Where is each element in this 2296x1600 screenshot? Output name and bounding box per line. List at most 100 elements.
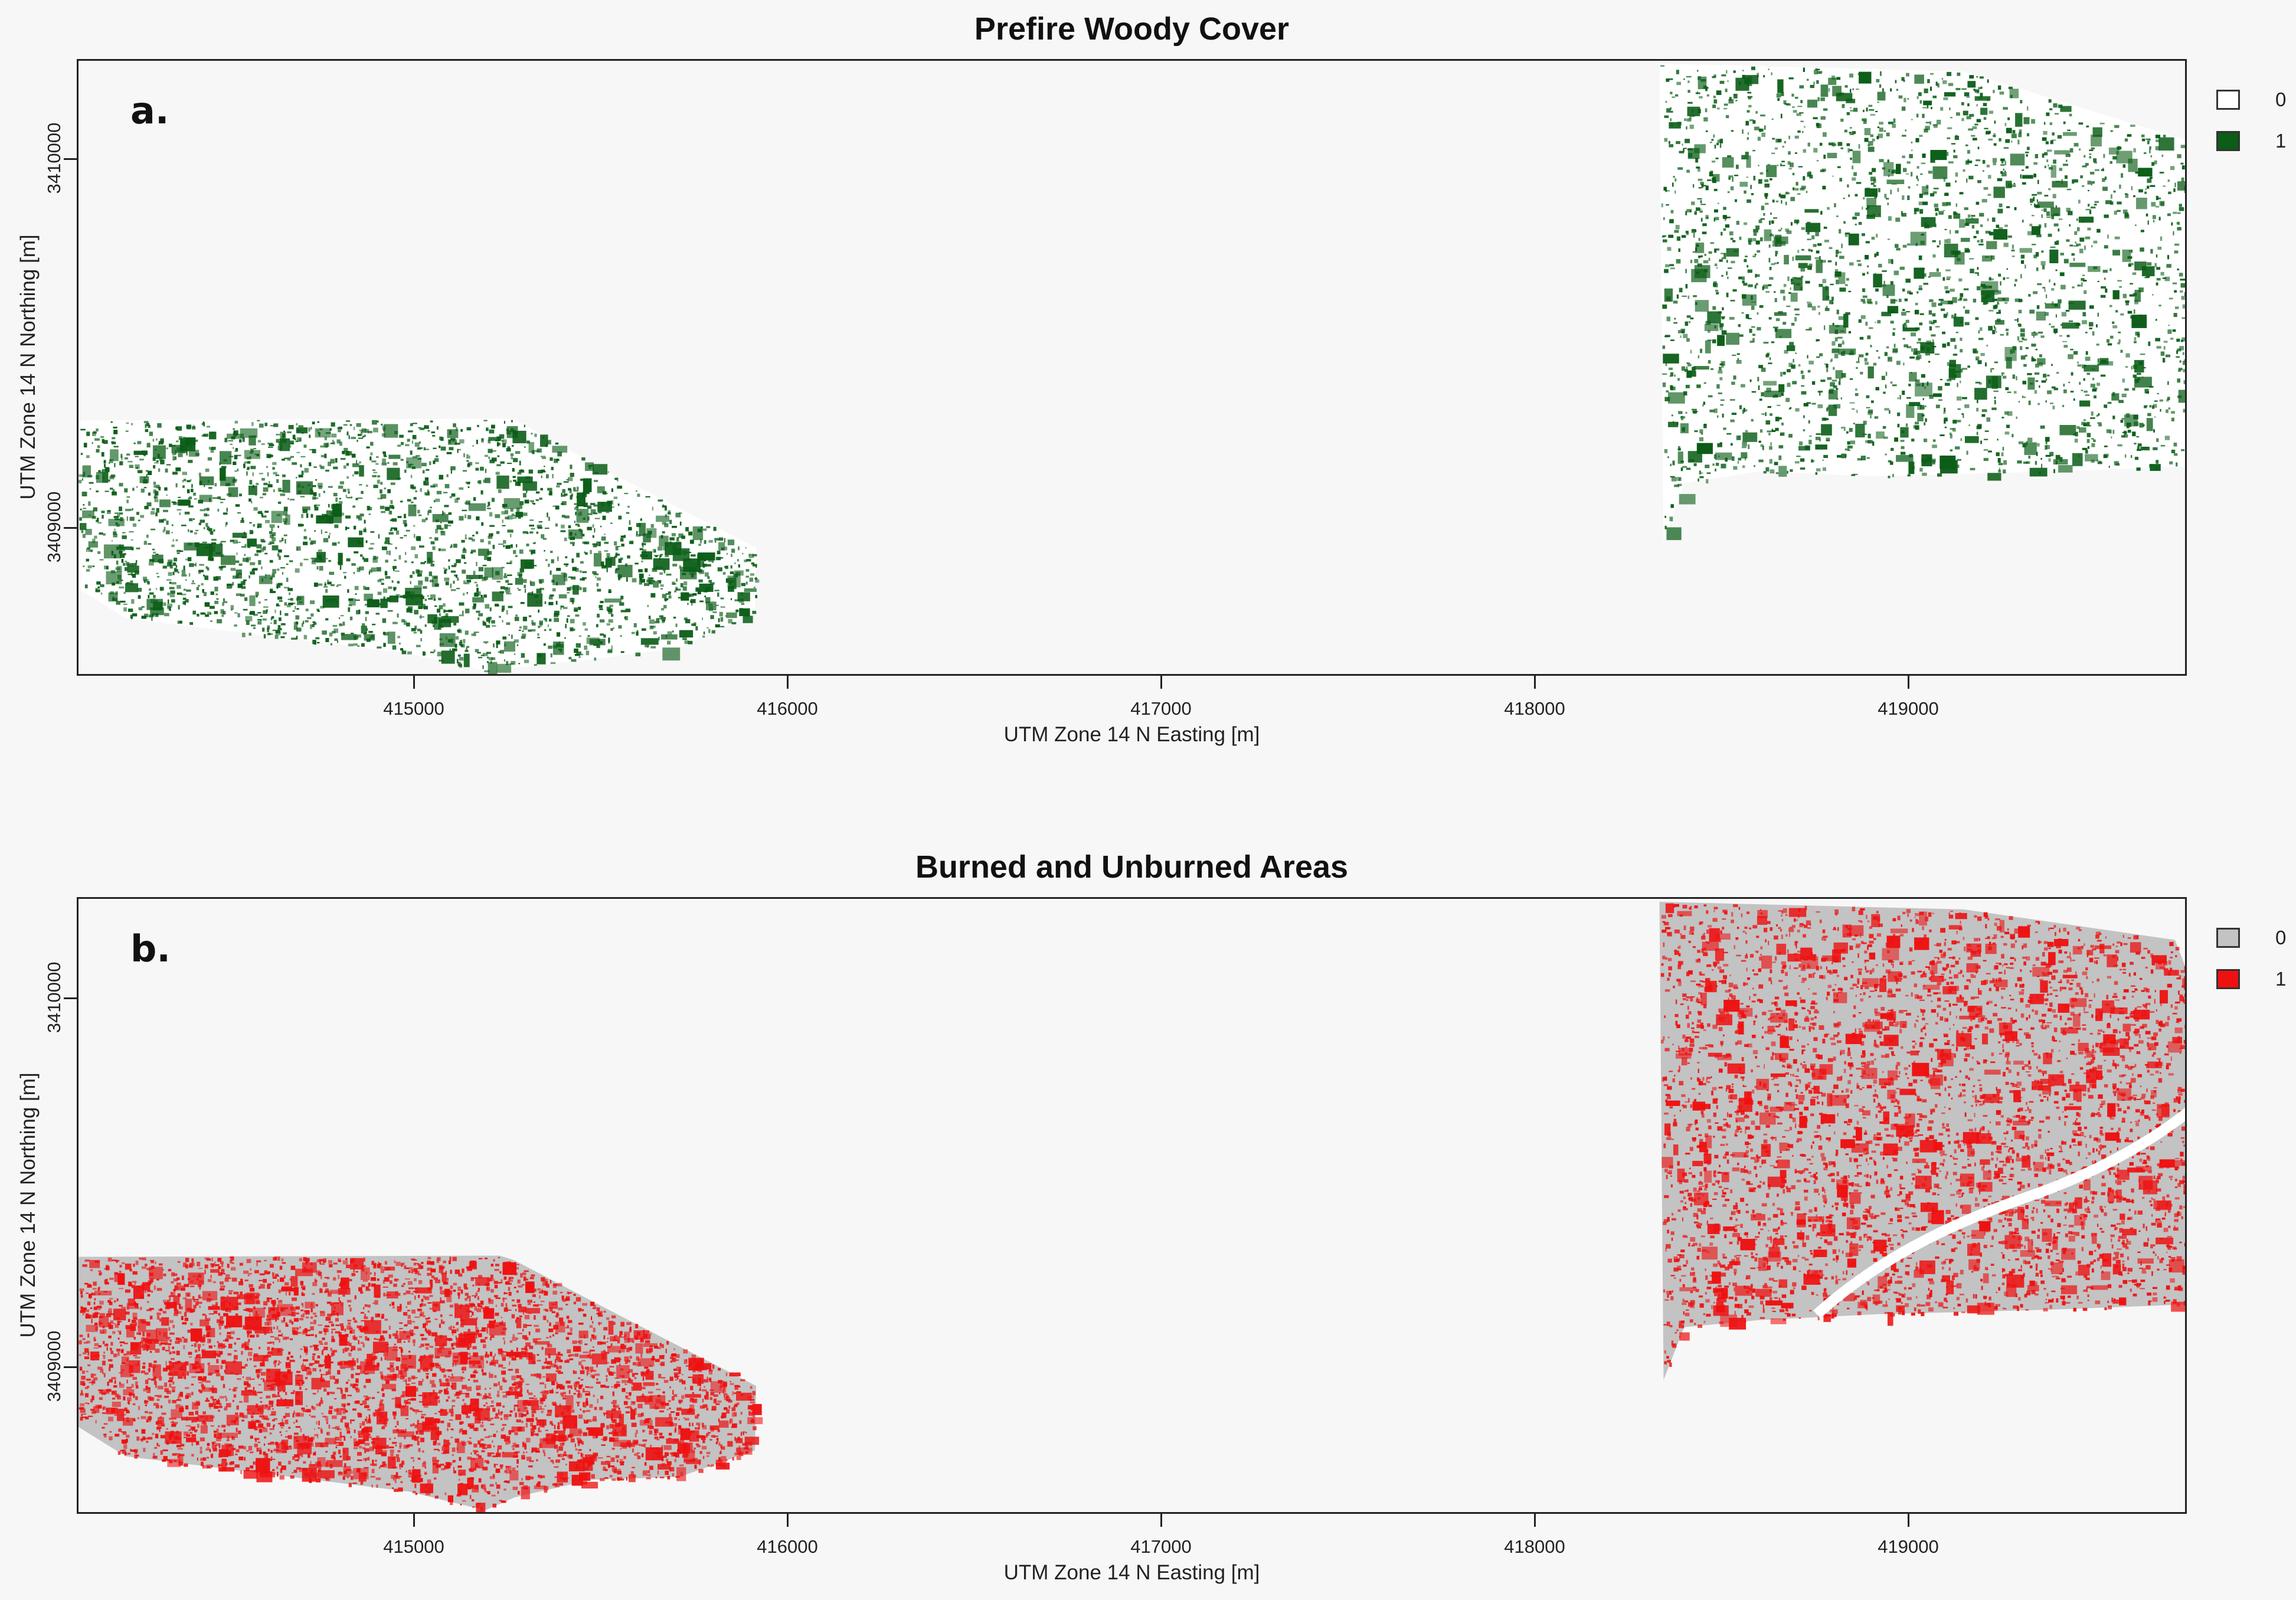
raster-pixel bbox=[260, 548, 264, 552]
raster-pixel bbox=[1698, 109, 1701, 114]
raster-pixel bbox=[496, 475, 509, 489]
raster-pixel bbox=[439, 605, 443, 610]
raster-pixel bbox=[407, 439, 410, 442]
raster-pixel bbox=[273, 489, 275, 492]
raster-pixel bbox=[449, 447, 454, 450]
raster-pixel bbox=[688, 640, 693, 644]
raster-pixel bbox=[1707, 339, 1712, 341]
raster-pixel bbox=[2089, 156, 2092, 159]
raster-pixel bbox=[520, 602, 525, 604]
raster-pixel bbox=[410, 574, 413, 578]
raster-pixel bbox=[404, 535, 407, 536]
raster-pixel bbox=[2171, 222, 2173, 226]
raster-pixel bbox=[413, 497, 417, 500]
raster-pixel bbox=[1957, 459, 1961, 461]
raster-pixel bbox=[1875, 387, 1879, 391]
raster-pixel bbox=[1875, 301, 1878, 305]
raster-pixel bbox=[1922, 113, 1925, 118]
raster-pixel bbox=[2153, 429, 2155, 433]
raster-pixel bbox=[2062, 405, 2065, 407]
raster-pixel bbox=[410, 591, 415, 594]
raster-pixel bbox=[353, 643, 358, 646]
raster-pixel bbox=[711, 630, 715, 634]
raster-pixel bbox=[2079, 427, 2086, 433]
raster-pixel bbox=[582, 571, 587, 574]
raster-pixel bbox=[649, 574, 650, 576]
raster-pixel bbox=[614, 541, 617, 546]
raster-pixel bbox=[503, 641, 515, 652]
raster-pixel bbox=[1757, 377, 1759, 382]
raster-pixel bbox=[257, 619, 262, 621]
raster-pixel bbox=[131, 423, 133, 426]
raster-pixel bbox=[1856, 410, 1858, 413]
raster-pixel bbox=[1747, 269, 1752, 273]
raster-pixel bbox=[1919, 313, 1924, 315]
raster-pixel bbox=[309, 449, 315, 450]
raster-pixel bbox=[1840, 427, 1846, 429]
raster-pixel bbox=[392, 518, 397, 522]
raster-pixel bbox=[234, 420, 238, 424]
raster-pixel bbox=[2029, 224, 2033, 227]
raster-pixel bbox=[731, 598, 732, 600]
raster-pixel bbox=[2112, 156, 2117, 160]
raster-pixel bbox=[1929, 395, 1934, 399]
raster-pixel bbox=[586, 490, 590, 494]
raster-pixel bbox=[380, 489, 382, 494]
raster-pixel bbox=[576, 651, 581, 656]
raster-pixel bbox=[1897, 424, 1900, 428]
raster-pixel bbox=[364, 519, 366, 524]
raster-pixel bbox=[178, 571, 179, 574]
raster-pixel bbox=[296, 429, 301, 432]
raster-pixel bbox=[1948, 364, 1961, 378]
raster-pixel bbox=[1879, 122, 1883, 125]
raster-pixel bbox=[1831, 379, 1837, 382]
raster-pixel bbox=[411, 486, 416, 490]
raster-pixel bbox=[2037, 201, 2054, 208]
raster-pixel bbox=[2092, 331, 2095, 336]
raster-pixel bbox=[105, 467, 110, 473]
raster-pixel bbox=[1674, 94, 1679, 97]
raster-pixel bbox=[2003, 168, 2004, 171]
raster-pixel bbox=[287, 439, 290, 440]
raster-pixel bbox=[317, 610, 320, 612]
raster-pixel bbox=[1795, 255, 1811, 261]
raster-pixel bbox=[1902, 195, 1905, 200]
raster-pixel bbox=[1772, 138, 1775, 140]
raster-pixel bbox=[252, 472, 254, 476]
raster-pixel bbox=[233, 428, 236, 430]
raster-pixel bbox=[258, 511, 263, 515]
raster-pixel bbox=[276, 434, 280, 436]
raster-pixel bbox=[1716, 107, 1720, 110]
raster-pixel bbox=[427, 430, 430, 432]
raster-pixel bbox=[1885, 453, 1887, 456]
raster-pixel bbox=[500, 586, 505, 590]
raster-pixel bbox=[1729, 231, 1734, 235]
raster-pixel bbox=[1853, 473, 1858, 475]
raster-pixel bbox=[368, 547, 374, 550]
raster-pixel bbox=[2045, 303, 2060, 309]
raster-pixel bbox=[1965, 144, 1968, 146]
raster-pixel bbox=[2091, 411, 2094, 416]
raster-pixel bbox=[237, 541, 241, 544]
raster-pixel bbox=[1716, 292, 1719, 295]
raster-pixel bbox=[1792, 172, 1795, 175]
raster-pixel bbox=[425, 518, 428, 521]
raster-pixel bbox=[755, 595, 758, 598]
raster-pixel bbox=[590, 509, 596, 513]
raster-pixel bbox=[658, 580, 662, 584]
raster-pixel bbox=[1781, 392, 1784, 396]
raster-pixel bbox=[2130, 125, 2135, 127]
raster-pixel bbox=[2029, 382, 2033, 385]
raster-pixel bbox=[659, 615, 664, 618]
raster-pixel bbox=[1730, 186, 1734, 191]
raster-pixel bbox=[187, 489, 190, 493]
raster-pixel bbox=[2020, 328, 2025, 332]
raster-pixel bbox=[271, 511, 283, 523]
raster-pixel bbox=[2081, 390, 2083, 391]
raster-pixel bbox=[1767, 406, 1771, 408]
raster-pixel bbox=[2055, 269, 2058, 271]
raster-pixel bbox=[1764, 179, 1769, 182]
raster-pixel bbox=[1980, 353, 1985, 356]
raster-pixel bbox=[279, 600, 283, 602]
raster-pixel bbox=[1808, 440, 1812, 444]
